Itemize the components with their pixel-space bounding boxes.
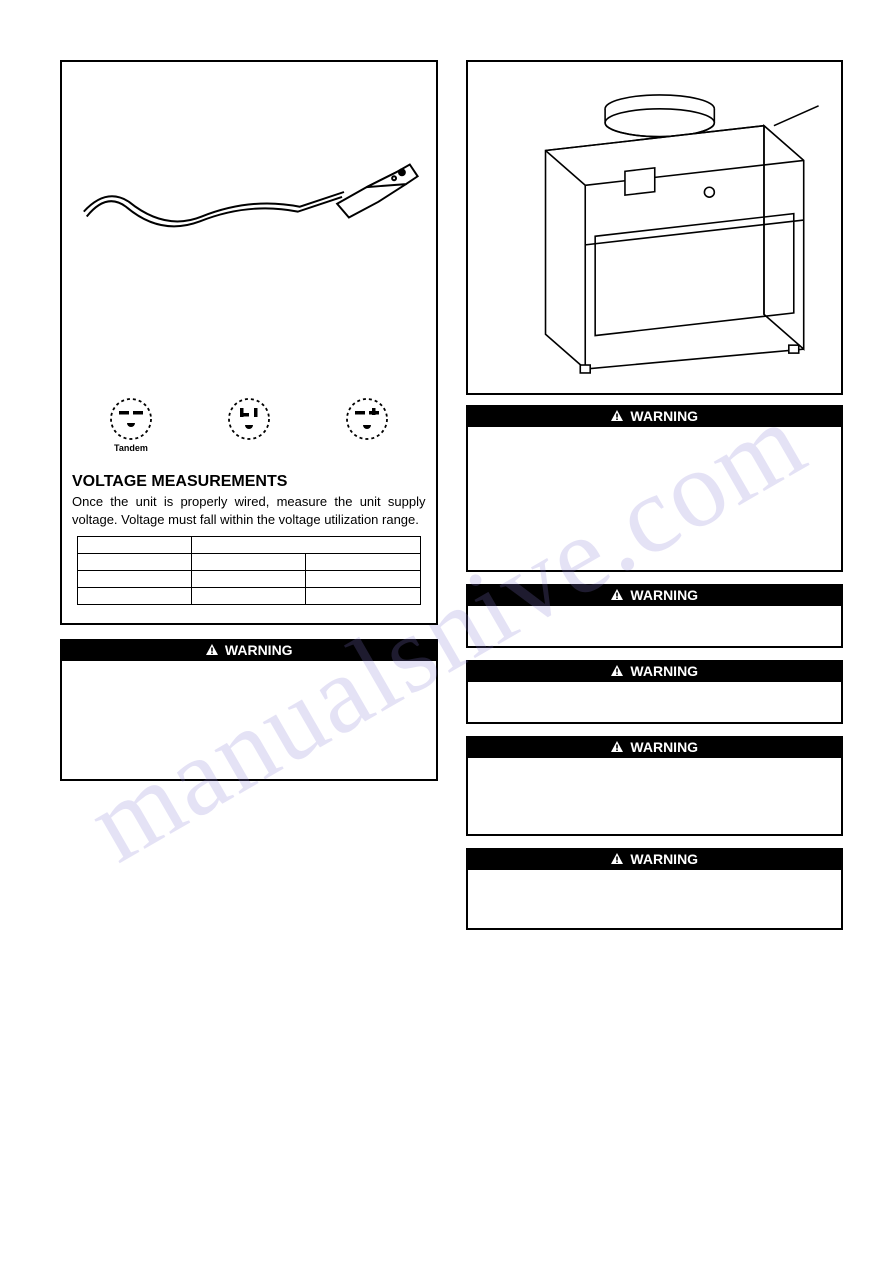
warning-body bbox=[60, 661, 438, 781]
page-columns: Tandem bbox=[60, 60, 843, 1223]
unit-cabinet-svg bbox=[476, 70, 834, 380]
warning-body bbox=[466, 427, 844, 572]
power-cord-figure bbox=[62, 62, 436, 307]
warning-bar: WARNING bbox=[466, 405, 844, 427]
warning-bar: WARNING bbox=[466, 736, 844, 758]
outlet-6-20r bbox=[345, 397, 389, 443]
voltage-text: Once the unit is properly wired, measure… bbox=[62, 493, 436, 528]
outlet-tandem-label: Tandem bbox=[114, 443, 148, 453]
power-cord-svg bbox=[72, 92, 426, 292]
warning-title: WARNING bbox=[225, 642, 293, 658]
outlet-6-20r-icon bbox=[345, 397, 389, 441]
table-row bbox=[78, 571, 421, 588]
right-column: WARNING WARNING WARNING bbox=[466, 60, 844, 1223]
figure-9-box bbox=[466, 60, 844, 395]
warning-box-left-1: WARNING bbox=[60, 639, 438, 781]
warning-triangle-icon bbox=[610, 852, 624, 866]
warning-triangle-icon bbox=[610, 740, 624, 754]
voltage-heading: VOLTAGE MEASUREMENTS bbox=[62, 473, 436, 491]
warning-triangle-icon bbox=[610, 664, 624, 678]
warning-box-right-b: WARNING bbox=[466, 584, 844, 648]
warning-bar: WARNING bbox=[60, 639, 438, 661]
outlet-tandem: Tandem bbox=[109, 397, 153, 453]
warning-title: WARNING bbox=[630, 663, 698, 679]
warning-box-right-d: WARNING bbox=[466, 736, 844, 836]
warning-body bbox=[466, 682, 844, 724]
warning-bar: WARNING bbox=[466, 848, 844, 870]
warning-title: WARNING bbox=[630, 739, 698, 755]
warning-box-right-c: WARNING bbox=[466, 660, 844, 724]
warning-body bbox=[466, 606, 844, 648]
warning-body bbox=[466, 758, 844, 836]
warning-bar: WARNING bbox=[466, 584, 844, 606]
voltage-table bbox=[77, 536, 421, 605]
warning-title: WARNING bbox=[630, 408, 698, 424]
warning-triangle-icon bbox=[610, 409, 624, 423]
table-row bbox=[78, 537, 421, 554]
warning-title: WARNING bbox=[630, 851, 698, 867]
left-column: Tandem bbox=[60, 60, 438, 1223]
outlet-5-20r-icon bbox=[227, 397, 271, 441]
warning-box-right-a: WARNING bbox=[466, 405, 844, 572]
table-row bbox=[78, 588, 421, 605]
warning-box-right-e: WARNING bbox=[466, 848, 844, 930]
table-row bbox=[78, 554, 421, 571]
warning-body bbox=[466, 870, 844, 930]
outlet-tandem-icon bbox=[109, 397, 153, 441]
outlet-row: Tandem bbox=[62, 397, 436, 463]
outlet-5-20r bbox=[227, 397, 271, 443]
figure-8-box: Tandem bbox=[60, 60, 438, 625]
warning-bar: WARNING bbox=[466, 660, 844, 682]
warning-triangle-icon bbox=[205, 643, 219, 657]
warning-title: WARNING bbox=[630, 587, 698, 603]
warning-triangle-icon bbox=[610, 588, 624, 602]
